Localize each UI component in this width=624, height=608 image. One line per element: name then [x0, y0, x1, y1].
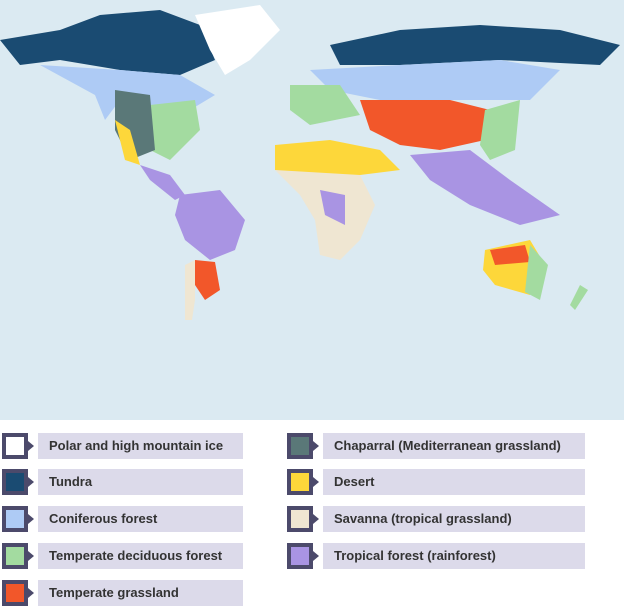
legend-label: Temperate grassland: [38, 580, 243, 606]
legend-swatch: [287, 543, 319, 569]
legend-item[interactable]: Polar and high mountain ice: [2, 431, 243, 461]
legend-swatch: [287, 433, 319, 459]
legend-label: Polar and high mountain ice: [38, 433, 243, 459]
eurasia-coniferous: [310, 60, 560, 100]
legend-label: Savanna (tropical grassland): [323, 506, 585, 532]
legend-item[interactable]: Desert: [287, 467, 585, 497]
south-america-savanna: [185, 260, 195, 320]
south-asia-rainforest: [410, 150, 560, 225]
north-america-deciduous: [150, 100, 200, 160]
africa-rainforest: [320, 190, 345, 225]
legend-label: Desert: [323, 469, 585, 495]
central-america: [140, 165, 185, 200]
south-america-grassland: [195, 260, 220, 300]
new-zealand: [570, 285, 588, 310]
legend-item[interactable]: Chaparral (Mediterranean grassland): [287, 431, 585, 461]
eurasia-tundra: [330, 25, 620, 65]
legend-swatch: [2, 469, 34, 495]
legend-item[interactable]: Tropical forest (rainforest): [287, 541, 585, 571]
legend-swatch: [2, 433, 34, 459]
australia-deciduous: [525, 245, 548, 300]
europe-deciduous: [290, 85, 360, 125]
australia-grassland: [490, 245, 530, 265]
north-america-desert: [115, 120, 140, 165]
legend-swatch: [287, 506, 319, 532]
legend-label: Temperate deciduous forest: [38, 543, 243, 569]
legend-item[interactable]: Savanna (tropical grassland): [287, 504, 585, 534]
asia-grassland: [360, 100, 490, 150]
legend-item[interactable]: Tundra: [2, 467, 243, 497]
legend-label: Coniferous forest: [38, 506, 243, 532]
east-asia-deciduous: [480, 100, 520, 160]
legend-swatch: [2, 506, 34, 532]
world-biome-map: [0, 0, 624, 420]
legend-swatch: [2, 580, 34, 606]
sahara-arabia-desert: [275, 140, 400, 175]
legend-item[interactable]: Temperate deciduous forest: [2, 541, 243, 571]
south-america-rainforest: [175, 190, 245, 260]
legend-item[interactable]: Temperate grassland: [2, 578, 243, 608]
legend-swatch: [287, 469, 319, 495]
legend-swatch: [2, 543, 34, 569]
legend-label: Tundra: [38, 469, 243, 495]
legend-item[interactable]: Coniferous forest: [2, 504, 243, 534]
greenland-ice: [195, 5, 280, 75]
north-america-tundra: [0, 10, 215, 75]
legend-label: Tropical forest (rainforest): [323, 543, 585, 569]
legend-label: Chaparral (Mediterranean grassland): [323, 433, 585, 459]
